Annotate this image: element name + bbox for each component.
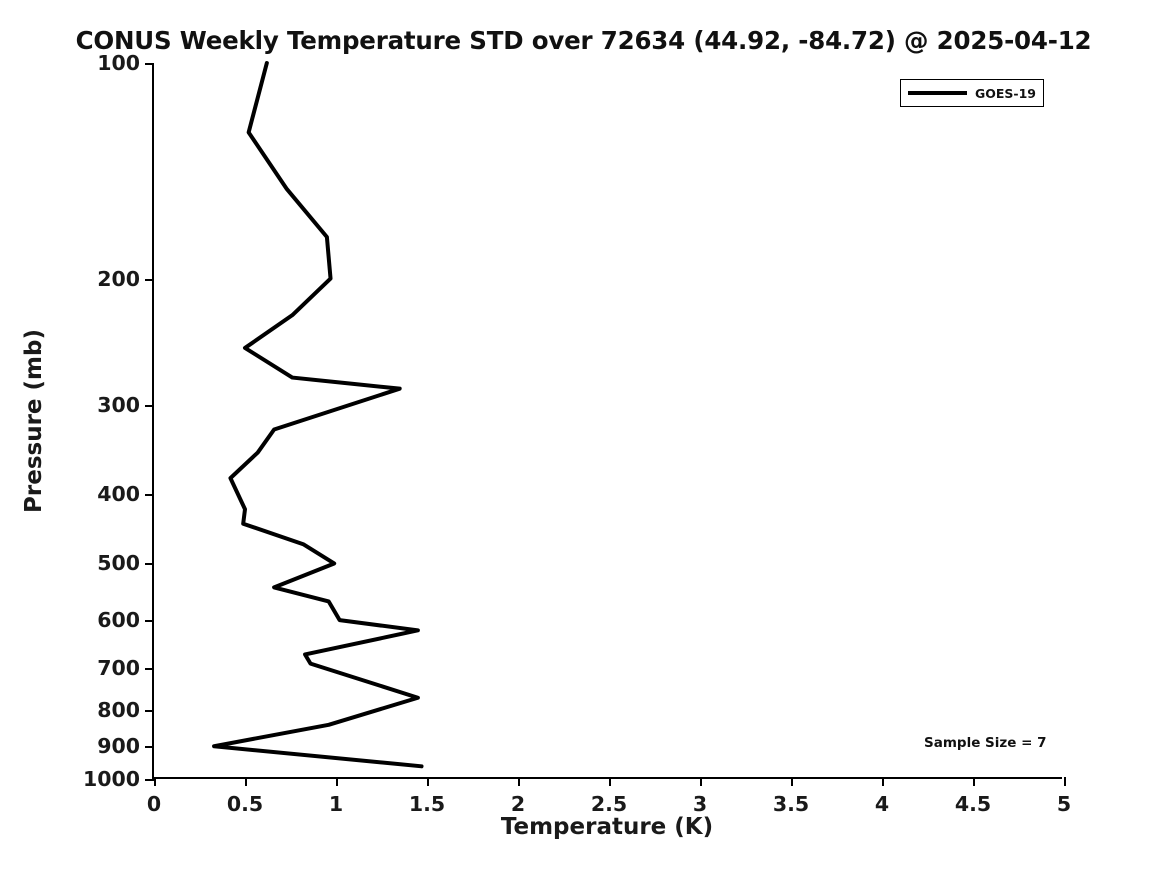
x-axis-tick-label-1.5: 1.5	[408, 792, 446, 816]
y-axis-label: Pressure (mb)	[21, 329, 47, 513]
x-axis-tick-label-0.5: 0.5	[226, 792, 264, 816]
y-axis-tick-label-600: 600	[97, 608, 140, 633]
x-axis-tick-0.5	[245, 777, 247, 786]
y-axis-tick-300	[145, 404, 154, 407]
y-axis-tick-1000	[145, 779, 154, 781]
y-axis-tick-600	[145, 620, 154, 623]
x-axis-tick-label-3: 3	[692, 792, 708, 816]
x-axis-tick-label-2.5: 2.5	[590, 792, 628, 816]
y-axis-tick-label-800: 800	[97, 697, 140, 722]
y-axis-tick-label-400: 400	[97, 482, 140, 507]
y-axis-tick-label-300: 300	[97, 392, 140, 417]
x-axis-tick-label-4: 4	[874, 792, 890, 816]
x-axis-tick-2	[518, 777, 520, 786]
x-axis-tick-4	[882, 777, 884, 786]
y-axis-tick-200	[145, 278, 154, 281]
x-axis-tick-label-4.5: 4.5	[954, 792, 992, 816]
y-axis-tick-400	[145, 494, 154, 497]
x-axis-tick-2.5	[609, 777, 611, 786]
y-axis-tick-label-500: 500	[97, 551, 140, 576]
chart-legend: GOES-19	[900, 79, 1044, 107]
y-axis-tick-label-700: 700	[97, 656, 140, 681]
y-axis-tick-label-900: 900	[97, 734, 140, 759]
x-axis-tick-label-1: 1	[328, 792, 344, 816]
x-axis-tick-5	[1064, 777, 1066, 786]
y-axis-tick-label-1000: 1000	[82, 767, 140, 791]
x-axis-tick-3	[700, 777, 702, 786]
y-axis-tick-700	[145, 668, 154, 671]
x-axis-tick-label-2: 2	[510, 792, 526, 816]
y-axis-tick-label-200: 200	[97, 266, 140, 291]
line-series-goes-19	[212, 61, 424, 769]
x-axis-label: Temperature (K)	[500, 814, 714, 840]
legend-label-goes-19: GOES-19	[974, 85, 1036, 101]
y-axis-tick-500	[145, 563, 154, 566]
x-axis-tick-label-3.5: 3.5	[772, 792, 810, 816]
plot-area: 100 200 300 400 500 600 700 800 900 1000 0 0.5 1 1.5 2…	[83, 51, 1071, 816]
y-axis-tick-900	[145, 746, 154, 749]
legend-line-swatch	[908, 91, 967, 95]
x-axis-tick-3.5	[791, 777, 793, 786]
y-axis-tick-100	[145, 63, 154, 65]
x-axis-tick-label-0: 0	[146, 792, 162, 816]
x-axis-tick-1	[336, 777, 338, 786]
y-axis-tick-label-100: 100	[97, 51, 140, 75]
x-axis-tick-4.5	[973, 777, 975, 786]
sample-size-annotation: Sample Size = 7	[924, 735, 1047, 751]
data-series-canvas	[212, 61, 424, 769]
x-axis-tick-label-5: 5	[1056, 792, 1072, 816]
chart-title: CONUS Weekly Temperature STD over 72634 …	[75, 26, 1092, 55]
y-axis-tick-800	[145, 709, 154, 712]
x-axis-tick-1.5	[427, 777, 429, 786]
x-axis-tick-0	[154, 777, 156, 786]
